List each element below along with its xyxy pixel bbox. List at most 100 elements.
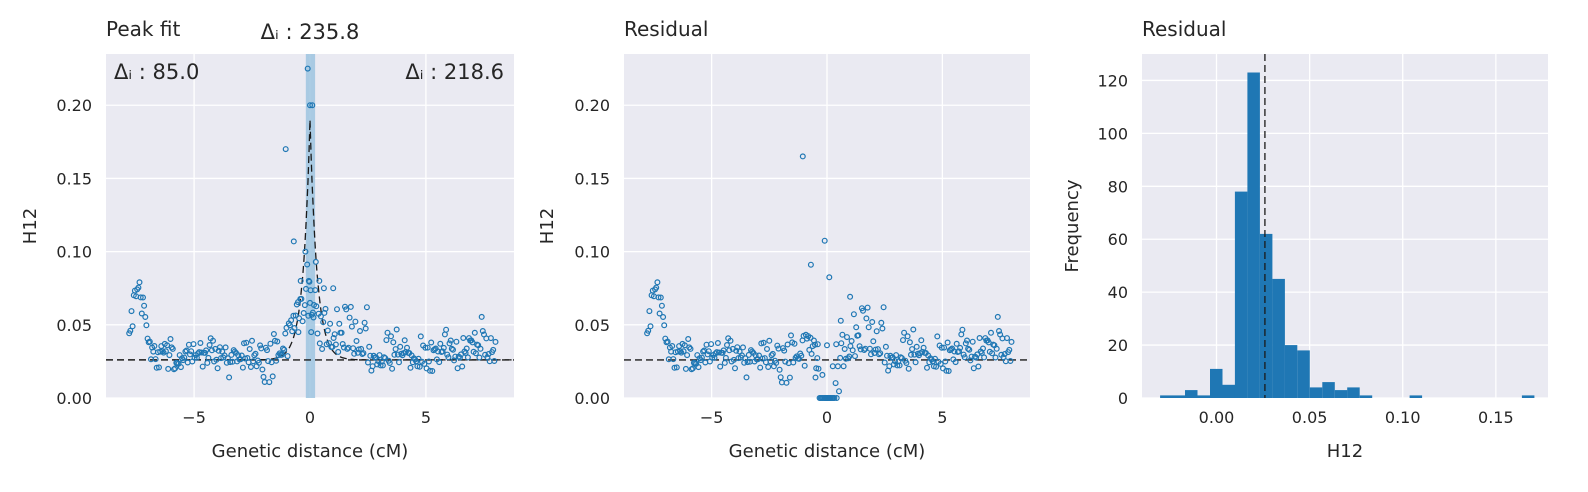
data-point	[799, 153, 806, 160]
peak-fit-xlabel: Genetic distance (cM)	[212, 441, 409, 462]
data-point	[305, 312, 312, 319]
histogram-bar	[1160, 395, 1173, 398]
data-point	[837, 317, 844, 324]
data-point	[407, 364, 414, 371]
data-point	[151, 343, 158, 350]
data-point	[298, 295, 305, 302]
data-point	[153, 364, 160, 371]
data-point	[661, 322, 668, 329]
data-point	[305, 277, 312, 284]
data-point	[918, 337, 925, 344]
data-point	[300, 310, 307, 317]
data-point	[976, 335, 983, 342]
data-point	[1007, 358, 1014, 365]
data-point	[195, 350, 202, 357]
data-point	[479, 328, 486, 335]
x-tick-label: 0.10	[1385, 408, 1421, 427]
data-point	[791, 340, 798, 347]
data-point	[704, 351, 711, 358]
residual-scatter-title: Residual	[624, 17, 708, 41]
data-point	[259, 366, 266, 373]
data-point	[347, 303, 354, 310]
data-point	[177, 364, 184, 371]
data-point	[899, 337, 906, 344]
data-point	[715, 349, 722, 356]
left-delta-annotation: Δᵢ : 85.0	[114, 60, 199, 84]
data-point	[890, 361, 897, 368]
data-point	[127, 327, 134, 334]
data-point	[257, 342, 264, 349]
residual-histogram-tick-labels: 0.00 0.05 0.10 0.15 0 20 40 60 80 100 120	[1097, 71, 1513, 427]
data-point	[869, 319, 876, 326]
data-point	[246, 346, 253, 353]
data-point	[464, 354, 471, 361]
data-point	[962, 340, 969, 347]
data-point	[299, 318, 306, 325]
data-point	[393, 326, 400, 333]
data-point	[360, 350, 367, 357]
data-point	[348, 323, 355, 330]
y-tick-label: 0.00	[56, 389, 92, 408]
data-point	[985, 339, 992, 346]
data-point	[815, 365, 822, 372]
histogram-bar	[1409, 395, 1423, 398]
data-point	[188, 348, 195, 355]
data-point	[993, 345, 1000, 352]
data-point	[943, 367, 950, 374]
data-point	[469, 339, 476, 346]
data-point	[744, 359, 751, 366]
y-tick-label: 0.20	[56, 96, 92, 115]
data-point	[265, 358, 272, 365]
data-point	[671, 364, 678, 371]
data-point	[867, 351, 874, 358]
data-point	[698, 354, 705, 361]
data-point	[931, 355, 938, 362]
histogram-bar	[1234, 191, 1248, 398]
histogram-bar	[1247, 72, 1260, 398]
data-point	[731, 365, 738, 372]
data-point	[243, 339, 250, 346]
data-point	[334, 306, 341, 313]
y-tick-label: 0.10	[56, 243, 92, 262]
data-point	[870, 338, 877, 345]
data-point	[222, 344, 229, 351]
histogram-bar	[1210, 368, 1223, 398]
y-tick-label: 0.15	[56, 169, 92, 188]
data-point	[459, 363, 466, 370]
data-point	[790, 359, 797, 366]
data-point	[757, 364, 764, 371]
data-point	[165, 365, 172, 372]
data-point	[274, 338, 281, 345]
data-point	[1003, 335, 1010, 342]
data-point	[1008, 338, 1015, 345]
data-point	[961, 354, 968, 361]
data-point	[881, 359, 888, 366]
data-point	[477, 345, 484, 352]
data-point	[863, 315, 870, 322]
residual-histogram-bars	[1160, 72, 1535, 398]
data-point	[841, 346, 848, 353]
data-point	[445, 354, 452, 361]
data-point	[660, 314, 667, 321]
data-point	[933, 363, 940, 370]
data-point	[853, 324, 860, 331]
data-point	[680, 348, 687, 355]
data-point	[198, 349, 205, 356]
data-point	[450, 346, 457, 353]
data-point	[826, 274, 833, 281]
data-point	[769, 350, 776, 357]
data-point	[313, 303, 320, 310]
data-point	[664, 338, 671, 345]
data-point	[162, 348, 169, 355]
histogram-bar	[1284, 345, 1298, 398]
data-point	[957, 344, 964, 351]
y-tick-label: 0.05	[56, 316, 92, 335]
data-point	[425, 358, 432, 365]
data-point	[965, 345, 972, 352]
data-point	[811, 341, 818, 348]
data-point	[448, 345, 455, 352]
data-point	[934, 333, 941, 340]
data-point	[157, 348, 164, 355]
data-point	[440, 344, 447, 351]
